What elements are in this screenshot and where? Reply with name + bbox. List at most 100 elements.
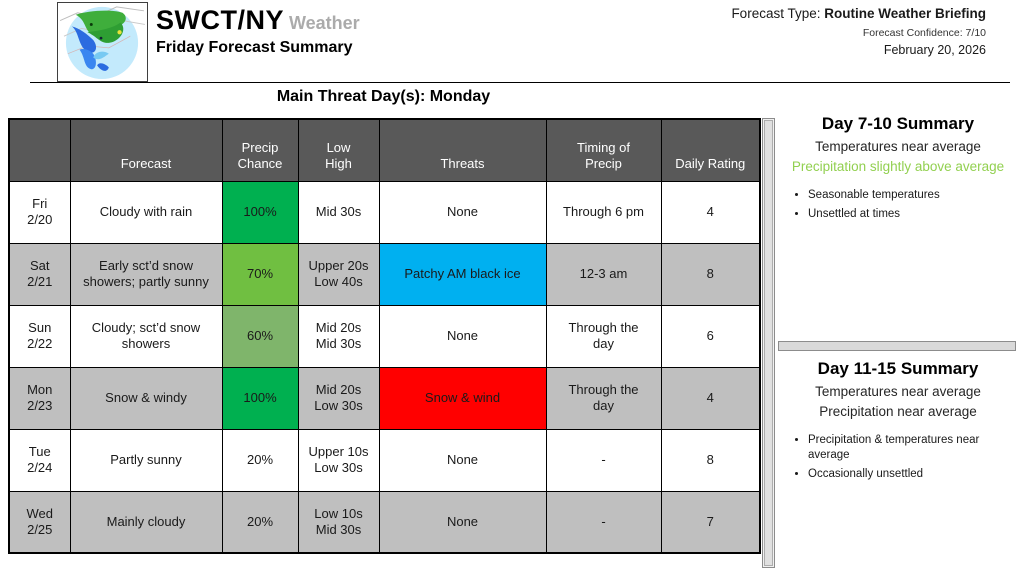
day7-10-bullets: Seasonable temperatures Unsettled at tim… xyxy=(778,188,1018,222)
table-row: Tue 2/24 Partly sunny 20% Upper 10s Low 3… xyxy=(8,428,761,492)
radar-map-icon xyxy=(58,3,147,81)
day-cell: Sun 2/22 xyxy=(8,304,71,368)
day-cell: Wed 2/25 xyxy=(8,490,71,554)
bullet-item: Precipitation & temperatures near averag… xyxy=(808,433,1018,463)
bullet-item: Unsettled at times xyxy=(808,207,1018,222)
table-row: Sat 2/21 Early sct’d snow showers; partly… xyxy=(8,242,761,306)
brand-suffix: Weather xyxy=(289,13,360,33)
table-row: Fri 2/20 Cloudy with rain 100% Mid 30s No… xyxy=(8,180,761,244)
page-subtitle: Friday Forecast Summary xyxy=(156,39,353,56)
threats-cell: None xyxy=(378,428,547,492)
briefing-date: February 20, 2026 xyxy=(883,43,986,57)
low-high-cell: Mid 20s Low 30s xyxy=(297,366,380,430)
vertical-scrollbar-thumb[interactable] xyxy=(764,120,773,566)
timing-cell: 12-3 am xyxy=(545,242,662,306)
header-divider xyxy=(30,82,1010,83)
day11-15-line1: Temperatures near average xyxy=(815,384,981,399)
forecast-type-label: Forecast Type: xyxy=(731,6,825,21)
day-cell: Mon 2/23 xyxy=(8,366,71,430)
vertical-scrollbar[interactable] xyxy=(762,118,775,568)
precip-cell: 100% xyxy=(221,180,299,244)
forecast-cell: Cloudy; sct’d snow showers xyxy=(69,304,223,368)
rating-cell: 7 xyxy=(660,490,761,554)
col-precip-chance: Precip Chance xyxy=(221,118,299,182)
rating-cell: 4 xyxy=(660,180,761,244)
day11-15-bullets: Precipitation & temperatures near averag… xyxy=(778,433,1018,482)
rating-cell: 4 xyxy=(660,366,761,430)
brand-name: SWCT/NY xyxy=(156,5,284,35)
precip-cell: 60% xyxy=(221,304,299,368)
day-cell: Tue 2/24 xyxy=(8,428,71,492)
col-day xyxy=(8,118,71,182)
day-date: 2/24 xyxy=(27,460,53,475)
day7-10-title: Day 7-10 Summary xyxy=(821,114,975,133)
low-high-cell: Mid 20s Mid 30s xyxy=(297,304,380,368)
forecast-cell: Snow & windy xyxy=(69,366,223,430)
forecast-cell: Early sct’d snow showers; partly sunny xyxy=(69,242,223,306)
day7-10-summary-section: Day 7-10 Summary Temperatures near avera… xyxy=(778,114,1018,226)
brand-logo xyxy=(57,2,148,82)
timing-cell: Through 6 pm xyxy=(545,180,662,244)
day11-15-title: Day 11-15 Summary xyxy=(817,359,979,378)
header-meta: Forecast Type: Routine Weather Briefing … xyxy=(731,6,986,57)
threats-cell: Snow & wind xyxy=(378,366,547,430)
forecast-cell: Cloudy with rain xyxy=(69,180,223,244)
day-name: Sun xyxy=(28,319,52,335)
col-timing: Timing of Precip xyxy=(545,118,662,182)
threats-cell: Patchy AM black ice xyxy=(378,242,547,306)
forecast-cell: Partly sunny xyxy=(69,428,223,492)
col-daily-rating: Daily Rating xyxy=(660,118,761,182)
day11-15-line2: Precipitation near average xyxy=(819,404,977,419)
forecast-table: Forecast Precip Chance Low High Threats … xyxy=(8,118,761,554)
table-header-row: Forecast Precip Chance Low High Threats … xyxy=(8,118,761,182)
brand-title: SWCT/NY Weather xyxy=(156,5,360,36)
day-date: 2/25 xyxy=(27,521,53,537)
day11-15-summary-section: Day 11-15 Summary Temperatures near aver… xyxy=(778,341,1018,486)
day7-10-line2: Precipitation slightly above average xyxy=(791,159,1005,174)
day7-10-line1: Temperatures near average xyxy=(815,139,981,154)
day-date: 2/23 xyxy=(27,398,53,413)
col-threats: Threats xyxy=(378,118,547,182)
table-row: Mon 2/23 Snow & windy 100% Mid 20s Low 30… xyxy=(8,366,761,430)
timing-cell: - xyxy=(545,428,662,492)
horizontal-divider-bar xyxy=(778,341,1016,351)
precip-cell: 70% xyxy=(221,242,299,306)
threats-cell: None xyxy=(378,304,547,368)
day-cell: Sat 2/21 xyxy=(8,242,71,306)
precip-cell: 20% xyxy=(221,490,299,554)
table-row: Sun 2/22 Cloudy; sct’d snow showers 60% M… xyxy=(8,304,761,368)
day-name: Tue xyxy=(28,443,51,459)
low-high-cell: Mid 30s xyxy=(297,180,380,244)
forecast-confidence: Forecast Confidence: 7/10 xyxy=(862,27,986,39)
day-date: 2/21 xyxy=(27,274,53,289)
day-date: 2/20 xyxy=(27,212,53,227)
threats-cell: None xyxy=(378,490,547,554)
col-low-high: Low High xyxy=(297,118,380,182)
low-high-cell: Low 10s Mid 30s xyxy=(297,490,380,554)
bullet-item: Seasonable temperatures xyxy=(808,188,1018,203)
day-date: 2/22 xyxy=(27,336,53,351)
main-threat-heading: Main Threat Day(s): Monday xyxy=(276,88,491,105)
rating-cell: 8 xyxy=(660,242,761,306)
col-forecast: Forecast xyxy=(69,118,223,182)
forecast-type-value: Routine Weather Briefing xyxy=(824,6,986,21)
precip-cell: 20% xyxy=(221,428,299,492)
threats-cell: None xyxy=(378,180,547,244)
bullet-item: Occasionally unsettled xyxy=(808,467,1018,482)
table-row: Wed 2/25 Mainly cloudy 20% Low 10s Mid 30… xyxy=(8,490,761,554)
rating-cell: 8 xyxy=(660,428,761,492)
rating-cell: 6 xyxy=(660,304,761,368)
timing-cell: Through the day xyxy=(545,366,662,430)
timing-cell: Through the day xyxy=(545,304,662,368)
timing-cell: - xyxy=(545,490,662,554)
day-name: Sat xyxy=(29,257,50,273)
forecast-type: Forecast Type: Routine Weather Briefing xyxy=(731,6,986,21)
forecast-cell: Mainly cloudy xyxy=(69,490,223,554)
day-name: Mon xyxy=(27,381,53,397)
low-high-cell: Upper 10s Low 30s xyxy=(297,428,380,492)
day-name: Wed xyxy=(26,505,54,521)
low-high-cell: Upper 20s Low 40s xyxy=(297,242,380,306)
precip-cell: 100% xyxy=(221,366,299,430)
day-name: Fri xyxy=(32,195,48,211)
